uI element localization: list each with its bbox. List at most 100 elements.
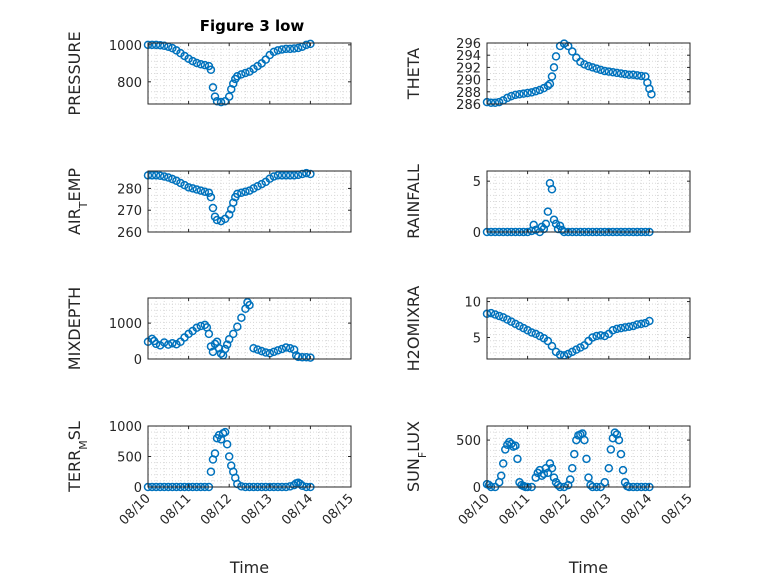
data-point [188,56,197,66]
data-point [608,68,618,77]
data-point [224,335,234,344]
data-point [281,171,291,180]
grid-lines [148,426,351,487]
data-point [612,324,622,334]
data-point [614,435,624,445]
y-tick-label: 1000 [109,317,142,332]
data-point [616,323,626,333]
data-point [206,467,216,476]
data-point [612,68,622,78]
data-point [543,207,553,216]
data-point [172,176,181,186]
y-tick-label: 280 [117,182,142,197]
data-point [289,44,299,53]
data-point [604,67,614,76]
data-point [261,348,270,357]
data-point [216,216,226,226]
data-point [222,440,232,449]
data-point [159,172,169,181]
data-point [188,184,197,193]
data-point [168,43,177,53]
data-point [155,171,165,181]
data-point [277,45,287,54]
data-point [224,210,234,219]
data-point [568,47,577,56]
data-point [293,43,303,53]
data-point [645,316,654,326]
data-point [645,84,654,93]
data-point [580,60,589,69]
y-tick-label: 10 [464,296,481,311]
y-tick-label: 296 [456,37,481,52]
data-point [147,334,157,344]
data-point [529,220,538,230]
data-point [547,463,557,473]
data-point [293,352,303,362]
data-point [253,182,262,191]
data-point [249,343,258,353]
data-point [618,465,628,475]
data-point [584,473,593,482]
data-point [513,454,522,464]
y-tick-label: 0 [134,353,142,368]
y-axis-label: TERRMSL [65,421,90,493]
data-point [523,326,532,335]
data-point [535,85,545,95]
data-point [596,331,605,340]
data-point [647,89,656,99]
data-point [298,352,307,362]
data-point [233,72,242,81]
y-tick-label: 290 [456,74,481,89]
data-point [285,343,295,353]
data-point [547,341,557,351]
data-point [302,168,311,178]
data-point [620,323,630,332]
data-point [249,184,258,193]
data-point [568,347,577,357]
axes-box [147,297,352,360]
data-point [229,329,238,339]
data-point [192,185,201,194]
data-point [486,98,496,108]
data-point [600,331,609,341]
data-point [273,46,283,55]
data-point [192,58,201,68]
data-point [245,300,254,310]
data-point [628,70,638,79]
data-point [180,180,189,190]
axes-box [147,42,352,105]
data-point [600,478,609,487]
data-point [498,313,508,322]
data-point [549,473,559,482]
data-point [555,221,565,231]
x-axis-label: Time [568,558,608,577]
data-point [269,172,279,181]
data-point [588,333,597,342]
data-point [637,319,646,329]
data-point [212,96,222,106]
data-point [576,343,585,352]
data-point [596,65,605,75]
data-point [164,173,173,182]
data-point [592,64,601,73]
data-point [551,219,561,229]
subplot-rainfall: 0 5 RAINFALL [404,164,691,241]
data-point [624,322,634,331]
data-point [208,347,218,357]
y-tick-label: 292 [456,61,481,76]
data-point [269,47,279,57]
axes-box [486,42,691,105]
y-tick-label: 260 [117,226,142,241]
data-point [549,215,559,225]
data-point [592,331,601,341]
y-tick-label: 288 [456,86,481,101]
data-point [632,320,642,329]
data-point [496,471,506,480]
data-point [608,326,618,335]
data-point [164,340,173,349]
data-point [302,352,311,362]
data-point [568,463,577,473]
data-point [616,69,626,78]
